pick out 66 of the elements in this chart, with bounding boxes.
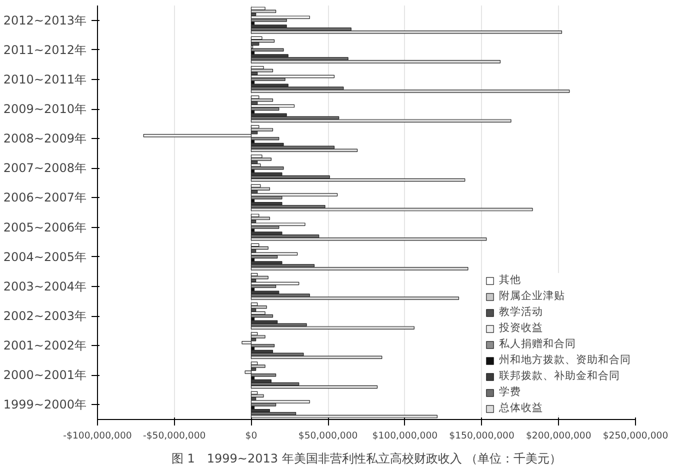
x-tick-label: $250,000,000 [602, 430, 668, 442]
bar [250, 282, 300, 286]
bar [250, 385, 378, 389]
bar [250, 400, 310, 404]
legend-label: 私人捐赠和合同 [499, 337, 576, 351]
x-tick-label: $50,000,000 [298, 430, 358, 442]
x-tick-label: $150,000,000 [449, 430, 514, 442]
bar [250, 60, 501, 64]
bar [250, 356, 382, 360]
bar [250, 237, 487, 241]
y-tick-label: 2004~2005年 [3, 250, 87, 264]
bar [250, 326, 414, 330]
y-tick-label: 2005~2006年 [3, 220, 87, 234]
bar [250, 296, 460, 300]
x-tick-label: $100,000,000 [372, 430, 438, 442]
bar [250, 335, 266, 338]
bar [250, 178, 466, 182]
bar [250, 119, 512, 122]
bar [250, 48, 284, 52]
bar [250, 68, 274, 72]
bar [250, 193, 338, 196]
bar [250, 246, 268, 250]
legend-label: 教学活动 [499, 305, 543, 319]
bar [250, 222, 306, 226]
bar [250, 208, 533, 212]
bar [250, 158, 272, 161]
legend-label: 其他 [499, 273, 521, 287]
bar [250, 252, 298, 256]
legend-label: 总体收益 [499, 401, 543, 415]
y-tick-label: 1999~2000年 [3, 398, 87, 412]
bar [250, 306, 267, 309]
bar [250, 104, 295, 108]
x-tick-label: -$50,000,000 [143, 430, 206, 442]
bar [250, 364, 266, 368]
bar [250, 148, 358, 152]
legend-label: 投资收益 [499, 321, 543, 335]
bar [250, 39, 275, 43]
bar [250, 16, 310, 19]
y-tick-label: 2007~2008年 [3, 161, 87, 176]
text: 图 1 1999~2013 年美国非营利性私立高校财政收入 （单位：千美元） [171, 452, 562, 466]
legend-label: 附属企业津贴 [499, 289, 565, 303]
legend-label: 州和地方拨款、资助和合同 [499, 353, 631, 367]
y-tick-label: 2006~2007年 [3, 190, 87, 205]
x-tick-label: -$100,000,000 [63, 430, 132, 442]
legend-label: 联邦拨款、补助金和合同 [499, 369, 620, 383]
bar [250, 267, 468, 270]
y-tick-label: 2010~2011年 [3, 72, 87, 86]
x-tick-label: $200,000,000 [526, 430, 592, 442]
y-tick-label: 2008~2009年 [3, 132, 87, 146]
x-tick-label: $0 [245, 430, 258, 442]
bar [250, 128, 274, 132]
y-tick-label: 2000~2001年 [3, 368, 87, 382]
y-tick-label: 2012~2013年 [3, 13, 87, 28]
bar [250, 74, 335, 78]
bar [250, 166, 284, 170]
y-tick-label: 2011~2012年 [3, 42, 87, 57]
legend-label: 学费 [499, 385, 521, 399]
bar [250, 314, 274, 318]
y-tick-label: 2001~2002年 [3, 338, 87, 353]
y-tick-label: 2002~2003年 [3, 309, 87, 323]
bar [250, 394, 264, 398]
y-tick-label: 2003~2004年 [3, 279, 87, 294]
bar [250, 276, 268, 280]
bar [250, 187, 270, 190]
y-tick-label: 2009~2010年 [3, 102, 87, 116]
bar [250, 98, 274, 102]
